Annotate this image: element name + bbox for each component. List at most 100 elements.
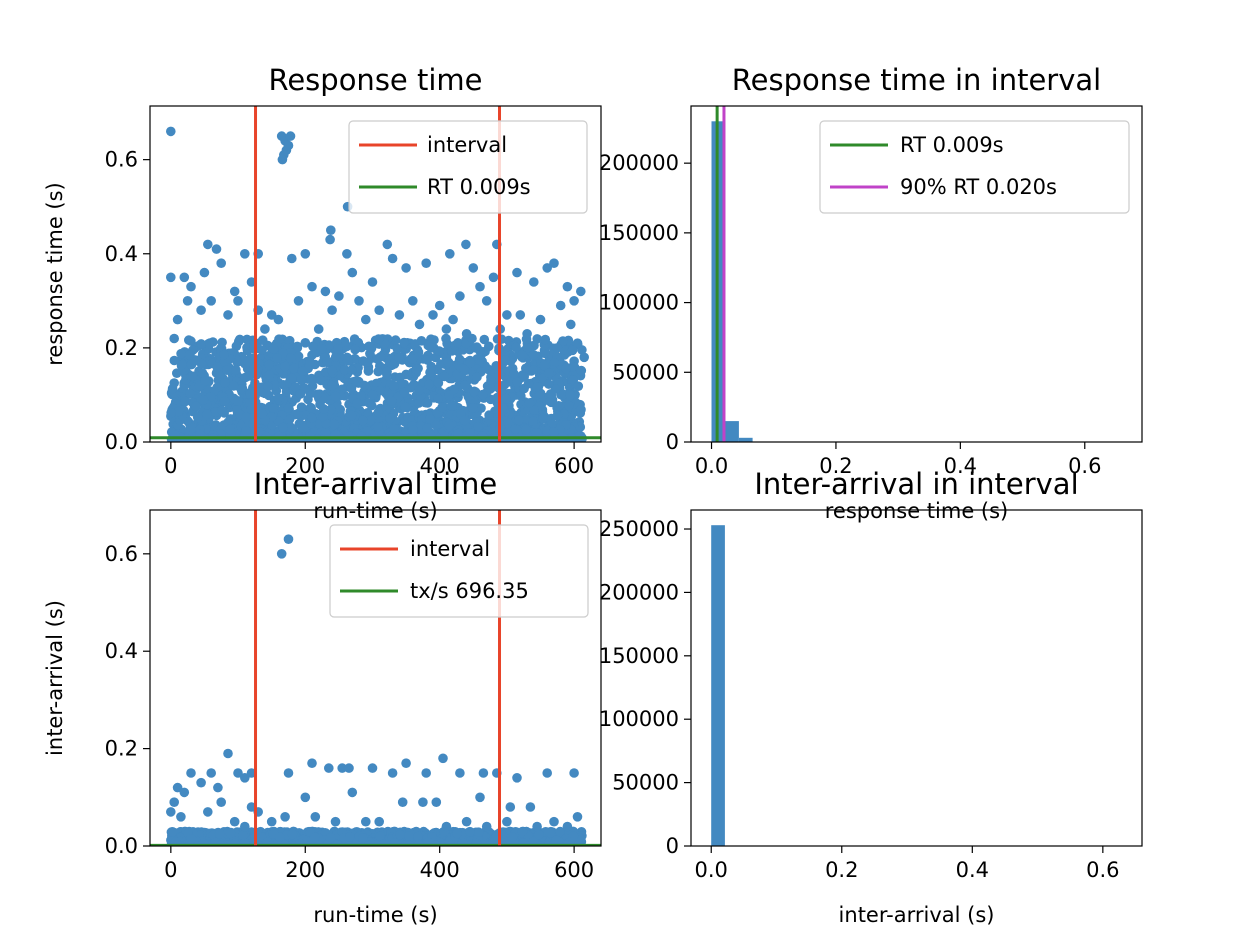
scatter-point	[525, 802, 536, 812]
scatter-point	[558, 336, 568, 346]
scatter-point	[260, 324, 270, 334]
scatter-point	[266, 816, 277, 827]
scatter-point	[179, 787, 190, 798]
scatter-point	[214, 829, 225, 839]
scatter-point	[553, 401, 564, 411]
x-tick-label: 0.0	[695, 858, 728, 882]
scatter-point	[172, 782, 183, 793]
scatter-point	[374, 386, 385, 396]
scatter-point	[257, 409, 268, 419]
scatter-point	[217, 405, 227, 416]
scatter-point	[411, 364, 422, 375]
x-axis-label: run-time (s)	[313, 499, 437, 523]
x-axis-label: run-time (s)	[313, 903, 437, 927]
scatter-point	[434, 300, 445, 311]
scatter-point	[499, 379, 510, 390]
scatter-point	[179, 272, 190, 283]
scatter-point	[233, 296, 243, 306]
scatter-point	[230, 838, 240, 846]
legend-label: interval	[427, 133, 507, 157]
scatter-point	[429, 335, 439, 345]
scatter-point	[515, 310, 526, 320]
scatter-point	[448, 314, 458, 325]
axes-frame	[149, 509, 602, 847]
scatter-point	[481, 296, 492, 306]
scatter-point	[246, 277, 257, 287]
scatter-point	[276, 549, 287, 559]
scatter-point	[220, 378, 230, 388]
scatter-point	[199, 267, 210, 278]
scatter-point	[426, 342, 436, 353]
scatter-point	[280, 812, 290, 822]
x-tick-label: 0.0	[695, 454, 728, 478]
scatter-point	[203, 338, 214, 349]
y-tick-label: 0	[666, 834, 679, 858]
y-tick-label: 0.4	[105, 639, 138, 663]
y-tick-label: 100000	[599, 291, 679, 315]
scatter-point	[549, 258, 559, 269]
scatter-point	[287, 373, 297, 384]
scatter-point	[394, 352, 404, 362]
scatter-point	[318, 404, 329, 414]
scatter-point	[228, 381, 239, 391]
scatter-point	[365, 415, 376, 426]
scatter-point	[473, 421, 484, 432]
scatter-point	[350, 344, 360, 355]
scatter-point	[452, 828, 462, 839]
scatter-point	[342, 249, 352, 259]
legend-label: 90% RT 0.020s	[900, 175, 1057, 199]
scatter-point	[233, 396, 243, 407]
scatter-point	[211, 244, 222, 254]
scatter-point	[505, 802, 516, 812]
scatter-point	[439, 371, 450, 382]
scatter-point	[180, 396, 191, 407]
scatter-point	[285, 131, 296, 141]
scatter-point	[441, 821, 452, 832]
scatter-point	[421, 768, 432, 778]
scatter-point	[510, 424, 521, 434]
plot-area-rt-hist	[711, 106, 753, 442]
scatter-point	[216, 258, 226, 269]
scatter-point	[565, 390, 575, 400]
scatter-point	[283, 140, 294, 151]
scatter-point	[471, 343, 481, 353]
scatter-point	[223, 310, 233, 320]
scatter-point	[307, 758, 317, 768]
y-tick-label: 200000	[599, 580, 679, 604]
scatter-point	[366, 400, 377, 411]
scatter-point	[375, 831, 385, 841]
scatter-point	[399, 337, 409, 348]
scatter-point	[461, 816, 472, 827]
scatter-point	[421, 258, 432, 269]
scatter-point	[337, 763, 348, 773]
scatter-point	[375, 352, 386, 362]
scatter-point	[416, 336, 427, 346]
scatter-point	[389, 424, 400, 434]
scatter-point	[373, 422, 383, 432]
scatter-point	[233, 768, 243, 778]
x-tick-label: 400	[420, 454, 460, 478]
scatter-point	[289, 363, 299, 374]
scatter-point	[459, 364, 470, 375]
scatter-point	[454, 354, 465, 365]
scatter-point	[555, 300, 566, 311]
scatter-point	[206, 296, 216, 306]
scatter-point	[307, 281, 317, 292]
scatter-point	[229, 816, 240, 827]
scatter-point	[166, 807, 176, 817]
legend-label: RT 0.009s	[900, 133, 1004, 157]
scatter-point	[542, 263, 552, 273]
legend-box	[819, 120, 1130, 214]
scatter-point	[567, 345, 578, 356]
scatter-point	[475, 792, 485, 803]
scatter-point	[414, 385, 424, 396]
scatter-point	[472, 372, 482, 382]
scatter-point	[373, 334, 384, 344]
scatter-point	[434, 346, 445, 356]
scatter-point	[330, 391, 341, 402]
scatter-point	[293, 296, 304, 306]
x-tick-label: 600	[554, 858, 594, 882]
scatter-point	[386, 395, 397, 406]
scatter-point	[297, 366, 308, 376]
scatter-point	[268, 344, 279, 354]
